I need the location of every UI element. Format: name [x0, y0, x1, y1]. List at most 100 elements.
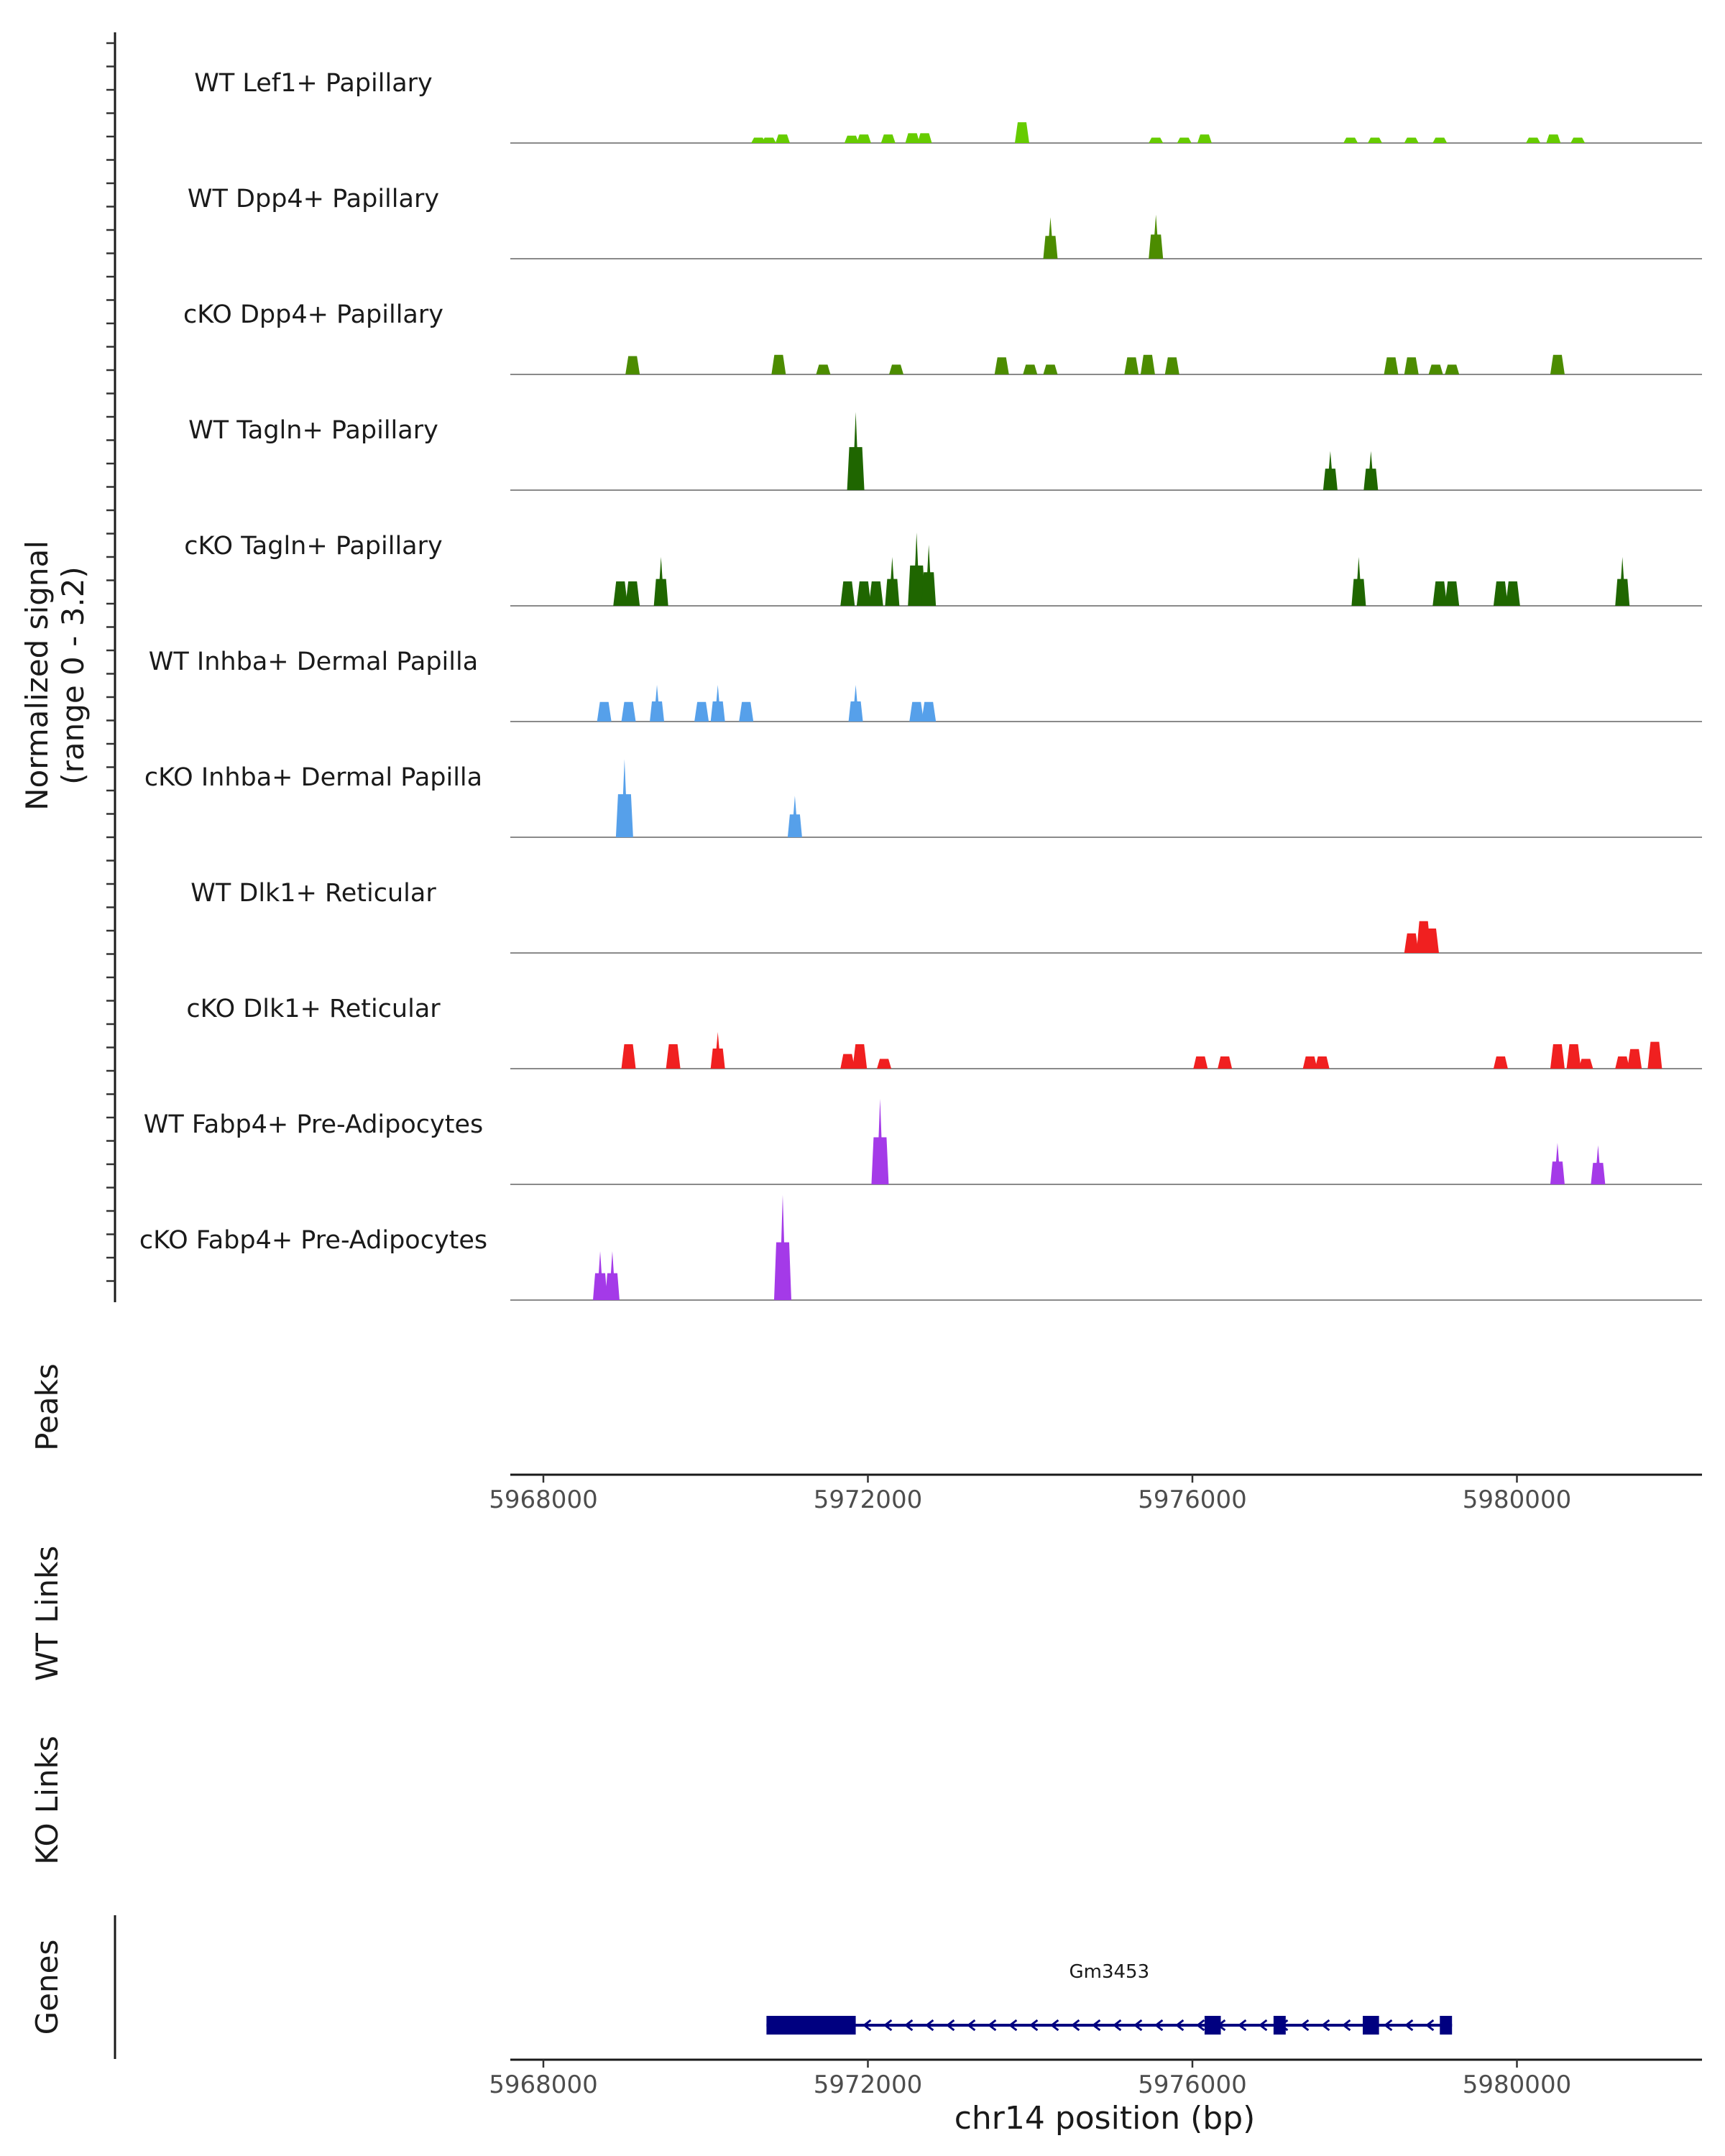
signal-peak: [1505, 581, 1520, 606]
track-9: cKO Dlk1+ Reticular: [186, 995, 1702, 1069]
strand-arrow: [1070, 2019, 1080, 2032]
track-label: WT Dpp4+ Papillary: [188, 185, 439, 213]
signal-peak: [1315, 1056, 1330, 1069]
strand-arrow: [1425, 2019, 1435, 2032]
signal-peak: [593, 1251, 608, 1300]
coverage-tracks: WT Lef1+ Papillary WT Dpp4+ Papillary cKO …: [139, 69, 1702, 1301]
signal-peak: [1615, 1056, 1630, 1069]
x-tick-label: 5972000: [814, 2070, 922, 2099]
track-label: WT Lef1+ Papillary: [194, 69, 433, 98]
signal-peak: [1124, 357, 1139, 374]
peaks-label: Peaks: [29, 1363, 65, 1451]
signal-peak: [1550, 1044, 1565, 1069]
signal-peak: [908, 533, 926, 606]
gene-name-label: Gm3453: [1069, 1961, 1149, 1983]
track-7: cKO Inhba+ Dermal Papilla: [144, 759, 1702, 838]
strand-arrow: [987, 2019, 997, 2032]
track-11: cKO Fabp4+ Pre-Adipocytes: [139, 1194, 1702, 1301]
signal-peak: [1432, 581, 1448, 606]
strand-arrow: [1029, 2019, 1039, 2032]
signal-peak: [880, 134, 896, 143]
signal-peak: [1615, 557, 1630, 606]
signal-peak: [856, 581, 871, 606]
track-5: cKO Tagln+ Papillary: [184, 532, 1702, 607]
track-10: WT Fabp4+ Pre-Adipocytes: [144, 1099, 1702, 1185]
signal-peak: [1343, 137, 1358, 143]
signal-peak: [621, 1044, 636, 1069]
strand-arrow: [945, 2019, 955, 2032]
signal-peak: [775, 134, 790, 143]
signal-peak: [868, 581, 883, 606]
track-2: WT Dpp4+ Papillary: [188, 185, 1702, 259]
signal-peak: [1404, 357, 1419, 374]
signal-peak: [1043, 364, 1058, 374]
signal-peak: [1627, 1049, 1642, 1069]
signal-peak: [761, 137, 776, 143]
signal-peak: [1578, 1059, 1593, 1069]
ko-links-label: KO Links: [29, 1736, 65, 1865]
signal-peak: [751, 137, 766, 143]
signal-peak: [840, 581, 855, 606]
x-tick-label: 5980000: [1463, 2070, 1571, 2099]
signal-peak: [1550, 1143, 1565, 1184]
signal-peak: [921, 701, 937, 722]
signal-peak: [1193, 1056, 1208, 1069]
x-tick-label: 5980000: [1463, 1485, 1571, 1514]
track-8: WT Dlk1+ Reticular: [190, 879, 1702, 954]
signal-peak: [871, 1099, 889, 1184]
strand-arrow: [1383, 2019, 1393, 2032]
track-label: cKO Tagln+ Papillary: [184, 532, 443, 561]
signal-y-axis: [106, 32, 116, 1302]
track-1: WT Lef1+ Papillary: [194, 69, 1702, 144]
strand-arrow: [1195, 2019, 1205, 2032]
strand-arrow: [862, 2019, 872, 2032]
gene-exon: [1440, 2016, 1453, 2035]
x-axis-title: chr14 position (bp): [954, 2100, 1256, 2137]
track-label: cKO Dlk1+ Reticular: [186, 995, 441, 1023]
signal-peak: [1566, 1044, 1581, 1069]
signal-peak: [1546, 134, 1561, 143]
signal-peak: [1351, 557, 1366, 606]
signal-peak: [1363, 451, 1379, 490]
signal-peak: [909, 701, 924, 722]
signal-peak: [773, 1194, 791, 1300]
signal-peak: [613, 581, 628, 606]
genes-label: Genes: [29, 1940, 65, 2035]
track-4: WT Tagln+ Papillary: [188, 412, 1702, 491]
signal-peak: [1493, 1056, 1508, 1069]
strand-arrow: [1154, 2019, 1164, 2032]
signal-peak: [771, 354, 786, 374]
signal-peak: [852, 1044, 868, 1069]
signal-peak: [625, 356, 640, 374]
signal-peak: [840, 1054, 855, 1069]
strand-arrow: [1049, 2019, 1059, 2032]
strand-arrow: [924, 2019, 934, 2032]
signal-peak: [1591, 1145, 1606, 1184]
signal-peak: [710, 685, 725, 722]
signal-y-axis-range: (range 0 - 3.2): [55, 566, 91, 785]
strand-arrow: [1237, 2019, 1247, 2032]
strand-arrow: [903, 2019, 914, 2032]
track-label: cKO Dpp4+ Papillary: [183, 300, 443, 329]
signal-peak: [921, 545, 937, 606]
signal-peak: [1428, 364, 1443, 374]
gene-exon: [1273, 2016, 1286, 2035]
signal-peak: [597, 701, 612, 722]
x-tick-label: 5976000: [1138, 1485, 1246, 1514]
strand-arrow: [1112, 2019, 1122, 2032]
signal-peak: [1404, 933, 1419, 953]
signal-peak: [847, 412, 865, 490]
strand-arrow: [1091, 2019, 1101, 2032]
gene-exon: [1363, 2016, 1379, 2035]
strand-arrow: [966, 2019, 976, 2032]
signal-peak: [889, 364, 904, 374]
signal-peak: [1367, 137, 1382, 143]
signal-peak: [1149, 137, 1164, 143]
strand-arrow: [1300, 2019, 1310, 2032]
signal-peak: [1526, 137, 1541, 143]
signal-peak: [844, 135, 859, 143]
signal-peak: [1647, 1041, 1662, 1069]
signal-peak: [1384, 357, 1399, 374]
signal-peak: [666, 1044, 681, 1069]
